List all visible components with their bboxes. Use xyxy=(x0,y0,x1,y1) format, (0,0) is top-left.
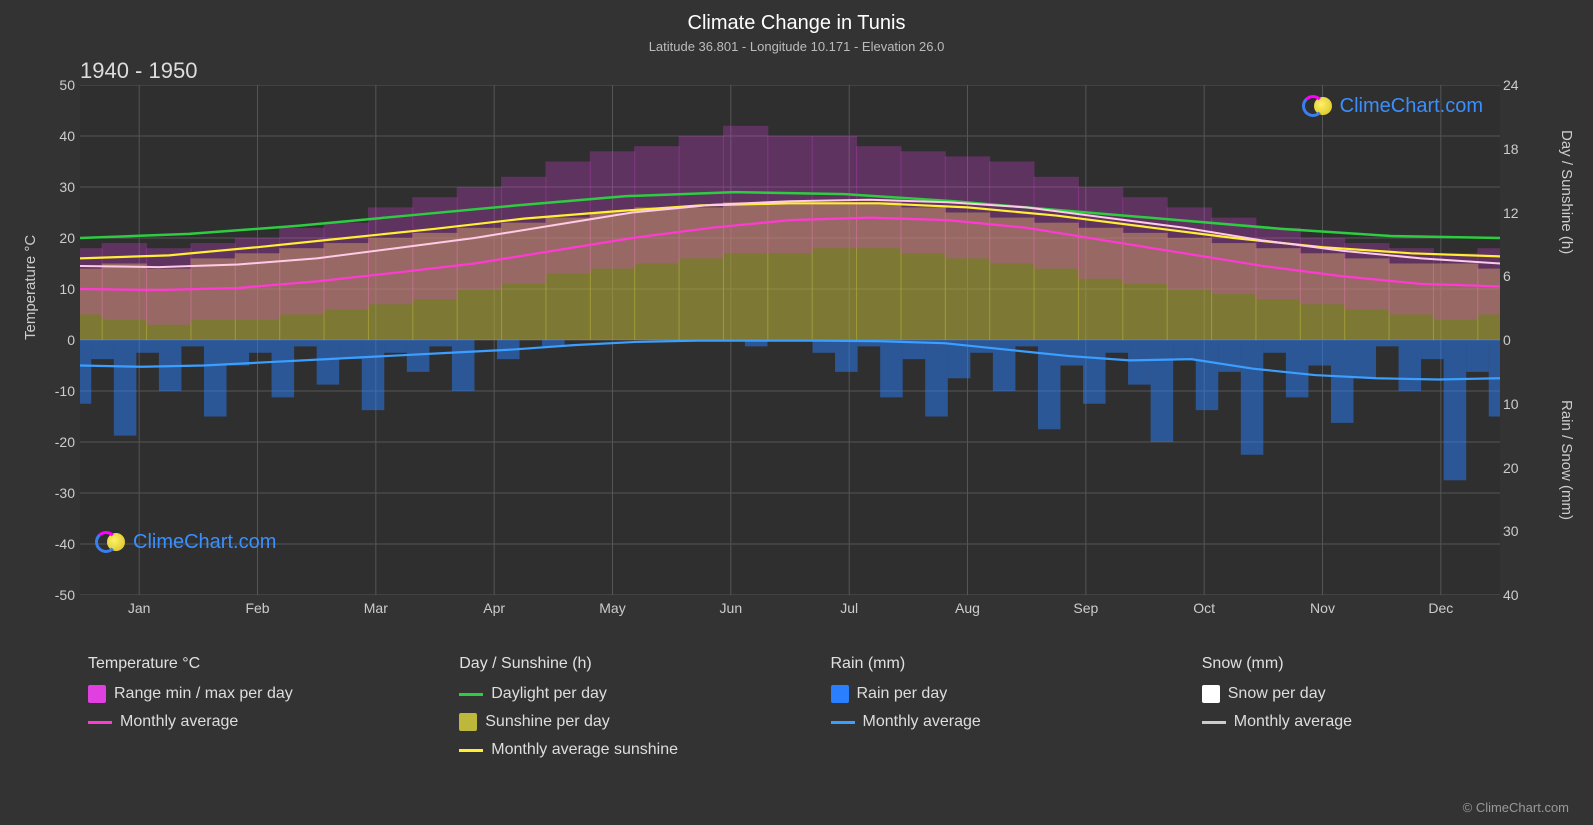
legend-title: Temperature °C xyxy=(88,655,419,673)
ytick-left: -20 xyxy=(45,434,75,450)
ytick-right: 20 xyxy=(1503,460,1533,476)
copyright: © ClimeChart.com xyxy=(1463,800,1569,815)
climate-chart: Climate Change in Tunis Latitude 36.801 … xyxy=(0,0,1593,825)
xtick-month: Jun xyxy=(720,600,743,616)
y-axis-left-label: Temperature °C xyxy=(22,235,39,340)
legend-group: Day / Sunshine (h) Daylight per day Sunshi… xyxy=(459,655,790,769)
xtick-month: Apr xyxy=(483,600,505,616)
xtick-month: May xyxy=(599,600,625,616)
ytick-right: 40 xyxy=(1503,587,1533,603)
legend-group: Rain (mm) Rain per day Monthly average xyxy=(831,655,1162,769)
plot-area xyxy=(80,85,1500,595)
legend-title: Rain (mm) xyxy=(831,655,1162,673)
logo-icon xyxy=(95,530,127,554)
xtick-month: Mar xyxy=(364,600,388,616)
legend-label: Daylight per day xyxy=(491,685,607,703)
logo-text-top: ClimeChart.com xyxy=(1340,95,1483,118)
legend-item: Monthly average sunshine xyxy=(459,741,790,759)
legend-label: Snow per day xyxy=(1228,685,1326,703)
xtick-month: Dec xyxy=(1428,600,1453,616)
legend-label: Sunshine per day xyxy=(485,713,610,731)
legend-swatch xyxy=(88,721,112,724)
ytick-right: 18 xyxy=(1503,141,1533,157)
logo-text-bottom: ClimeChart.com xyxy=(133,531,276,554)
legend-group: Temperature °C Range min / max per day Mon… xyxy=(88,655,419,769)
legend-item: Sunshine per day xyxy=(459,713,790,731)
xtick-month: Sep xyxy=(1073,600,1098,616)
xtick-month: Nov xyxy=(1310,600,1335,616)
legend-label: Rain per day xyxy=(857,685,948,703)
xtick-month: Aug xyxy=(955,600,980,616)
xtick-month: Jul xyxy=(840,600,858,616)
legend-label: Monthly average xyxy=(1234,713,1352,731)
ytick-right: 12 xyxy=(1503,205,1533,221)
ytick-left: -10 xyxy=(45,383,75,399)
legend-label: Monthly average xyxy=(863,713,981,731)
chart-title: Climate Change in Tunis xyxy=(0,12,1593,35)
y-axis-right-top-label: Day / Sunshine (h) xyxy=(1558,130,1575,254)
ytick-right: 10 xyxy=(1503,396,1533,412)
legend: Temperature °C Range min / max per day Mon… xyxy=(88,655,1533,769)
ytick-left: 0 xyxy=(45,332,75,348)
legend-label: Range min / max per day xyxy=(114,685,293,703)
ytick-left: -50 xyxy=(45,587,75,603)
legend-swatch xyxy=(1202,685,1220,703)
ytick-right: 24 xyxy=(1503,77,1533,93)
legend-swatch xyxy=(831,685,849,703)
ytick-right: 30 xyxy=(1503,523,1533,539)
period-label: 1940 - 1950 xyxy=(80,58,197,84)
ytick-left: 50 xyxy=(45,77,75,93)
ytick-left: 10 xyxy=(45,281,75,297)
legend-group: Snow (mm) Snow per day Monthly average xyxy=(1202,655,1533,769)
ytick-left: -40 xyxy=(45,536,75,552)
logo-bottom: ClimeChart.com xyxy=(95,530,276,554)
ytick-left: 40 xyxy=(45,128,75,144)
xtick-month: Feb xyxy=(245,600,269,616)
plot-svg xyxy=(80,85,1500,595)
legend-label: Monthly average xyxy=(120,713,238,731)
legend-item: Daylight per day xyxy=(459,685,790,703)
legend-swatch xyxy=(831,721,855,724)
legend-item: Monthly average xyxy=(88,713,419,731)
ytick-right: 6 xyxy=(1503,268,1533,284)
y-axis-right-bottom-label: Rain / Snow (mm) xyxy=(1558,400,1575,520)
legend-title: Day / Sunshine (h) xyxy=(459,655,790,673)
legend-swatch xyxy=(459,749,483,752)
legend-title: Snow (mm) xyxy=(1202,655,1533,673)
legend-label: Monthly average sunshine xyxy=(491,741,678,759)
legend-swatch xyxy=(459,713,477,731)
legend-item: Rain per day xyxy=(831,685,1162,703)
legend-item: Monthly average xyxy=(1202,713,1533,731)
logo-top: ClimeChart.com xyxy=(1302,94,1483,118)
ytick-left: 30 xyxy=(45,179,75,195)
xtick-month: Jan xyxy=(128,600,151,616)
logo-icon xyxy=(1302,94,1334,118)
legend-swatch xyxy=(1202,721,1226,724)
legend-item: Snow per day xyxy=(1202,685,1533,703)
legend-swatch xyxy=(88,685,106,703)
legend-item: Monthly average xyxy=(831,713,1162,731)
xtick-month: Oct xyxy=(1193,600,1215,616)
legend-swatch xyxy=(459,693,483,696)
legend-item: Range min / max per day xyxy=(88,685,419,703)
ytick-right: 0 xyxy=(1503,332,1533,348)
chart-subtitle: Latitude 36.801 - Longitude 10.171 - Ele… xyxy=(0,39,1593,54)
ytick-left: 20 xyxy=(45,230,75,246)
ytick-left: -30 xyxy=(45,485,75,501)
